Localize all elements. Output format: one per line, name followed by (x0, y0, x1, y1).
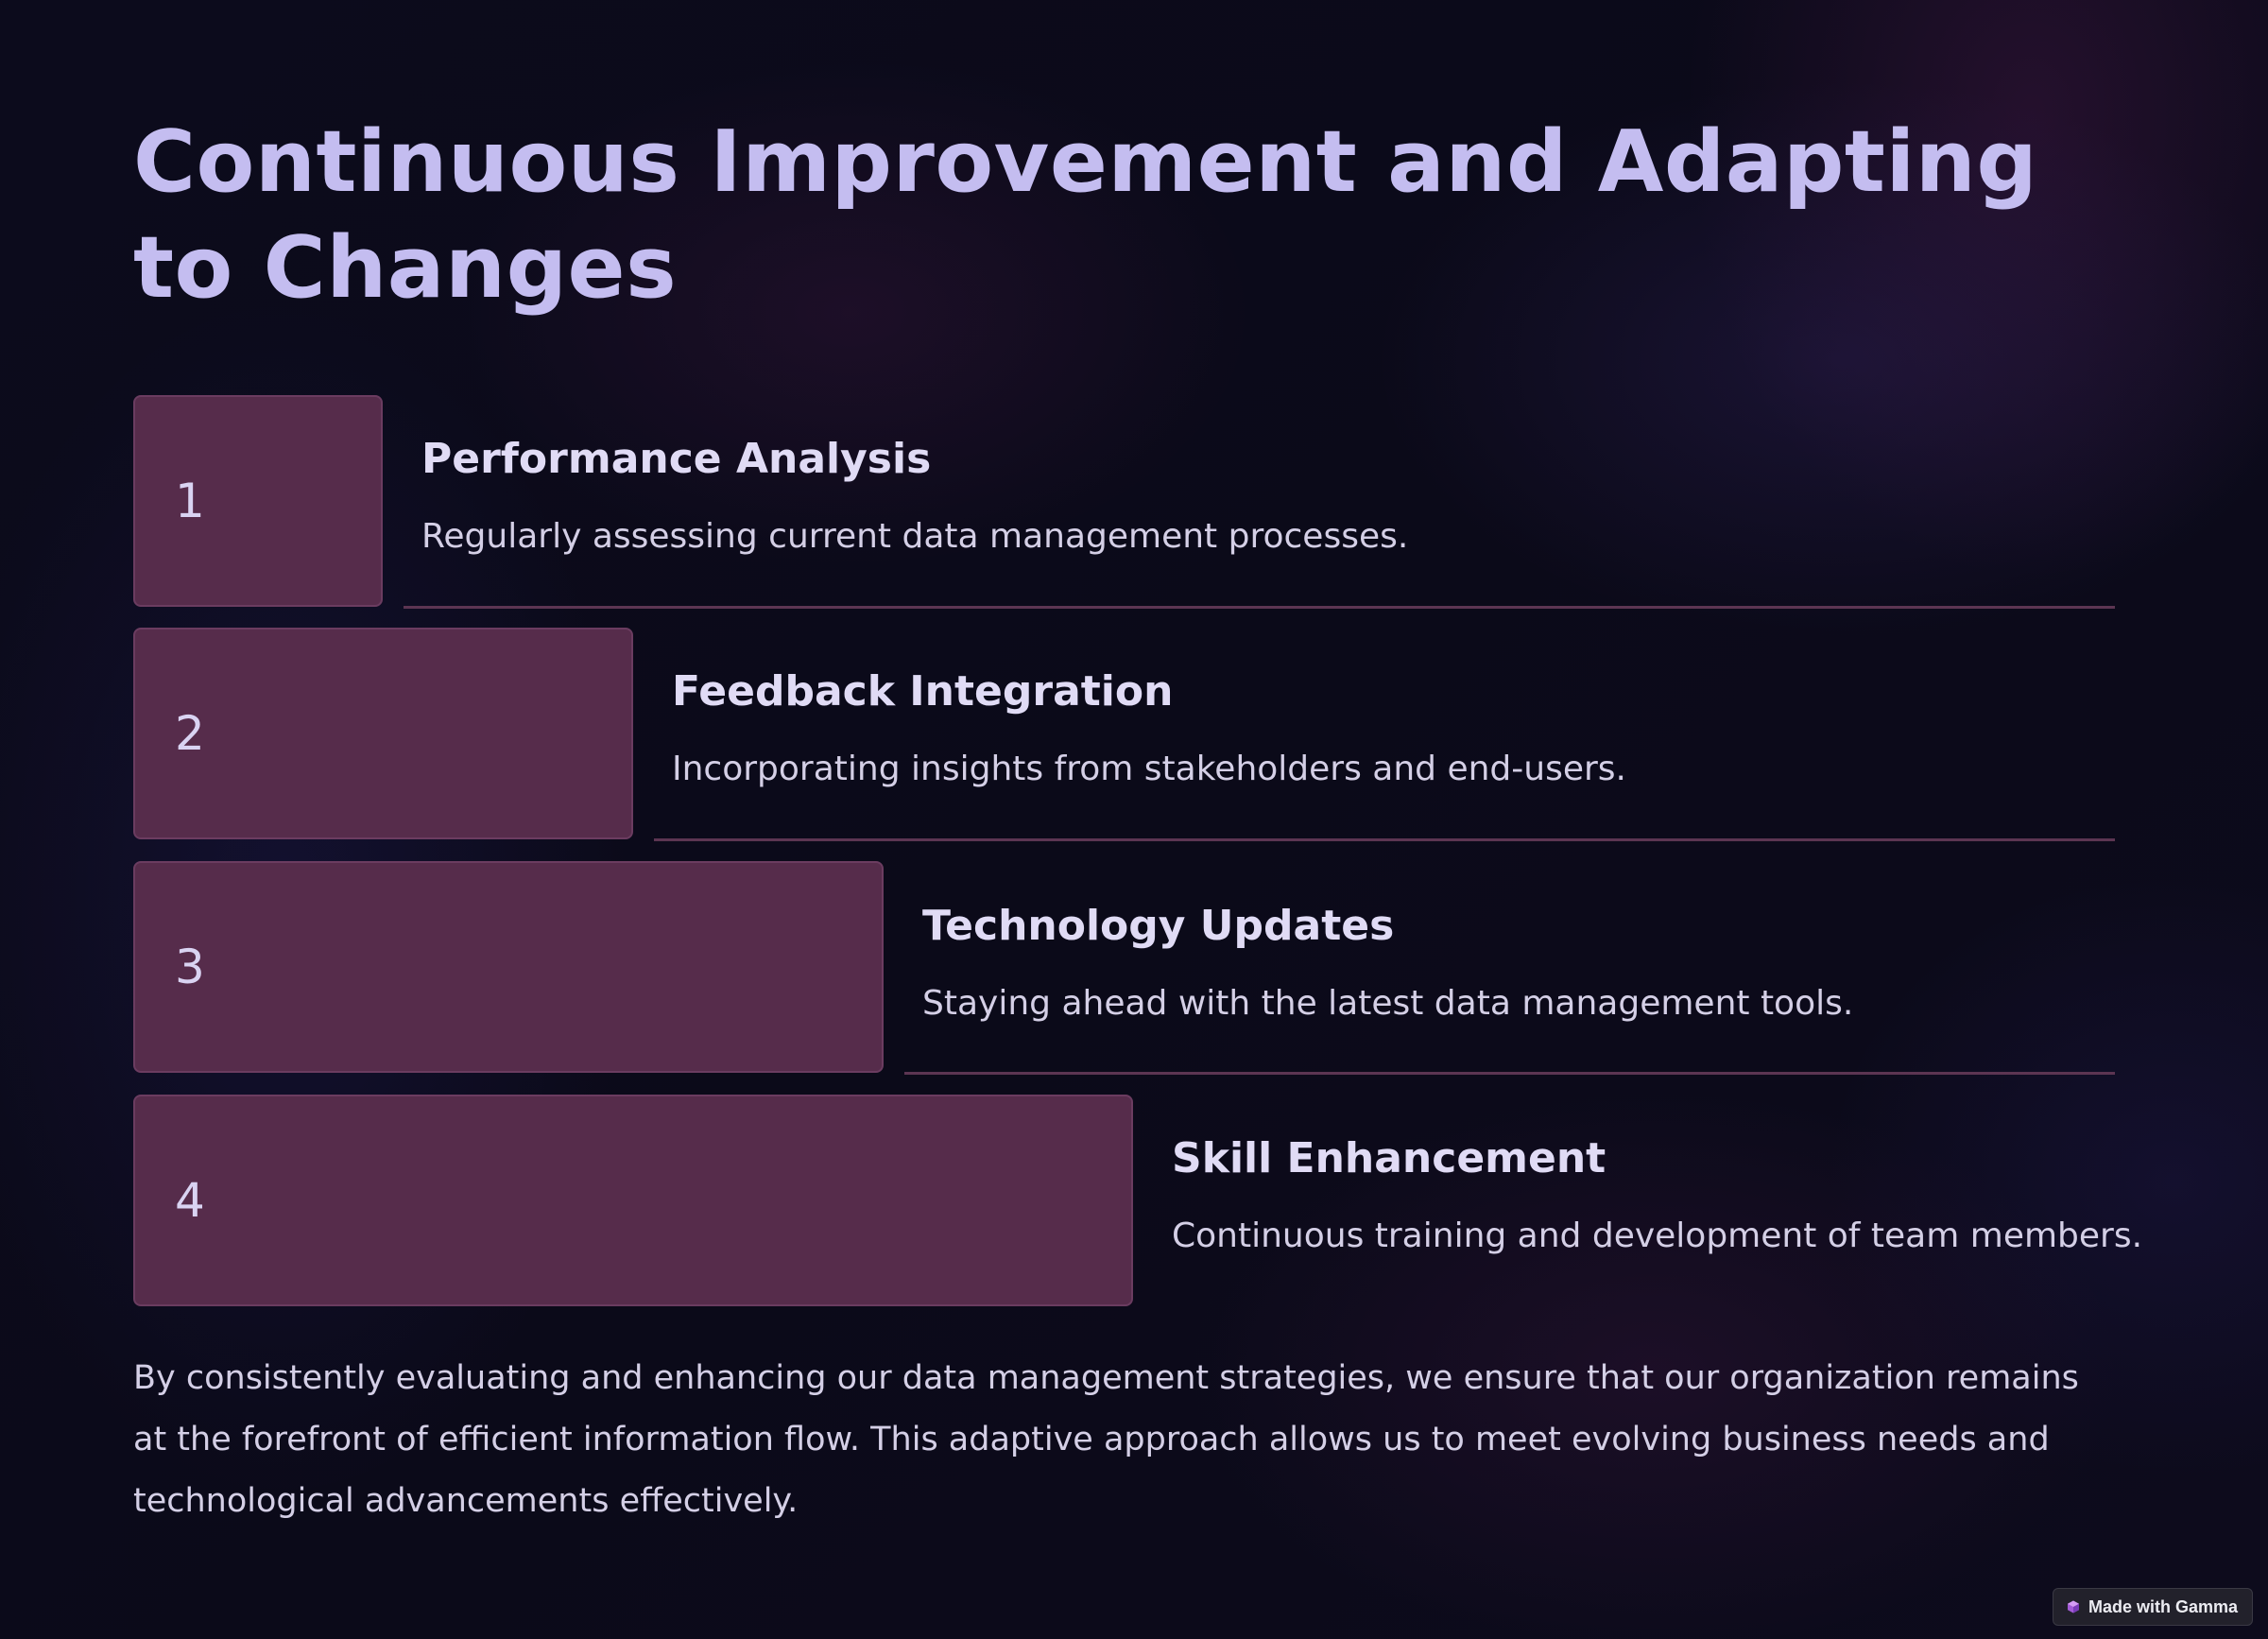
step-3-number-box: 3 (133, 861, 884, 1073)
step-2-title: Feedback Integration (672, 667, 1174, 716)
badge-label: Made with Gamma (2088, 1596, 2239, 1616)
step-2-description: Incorporating insights from stakeholders… (672, 750, 1626, 788)
step-4-number: 4 (175, 1173, 205, 1228)
step-3-description: Staying ahead with the latest data manag… (922, 984, 1854, 1023)
step-3-title: Technology Updates (922, 902, 1395, 950)
step-1-number: 1 (175, 474, 205, 528)
step-2-number-box: 2 (133, 628, 633, 839)
summary-paragraph: By consistently evaluating and enhancing… (133, 1359, 2079, 1520)
step-4-description: Continuous training and development of t… (1172, 1216, 2143, 1255)
gamma-logo-icon (2068, 1600, 2079, 1613)
made-with-gamma-badge[interactable]: Made with Gamma (2053, 1588, 2253, 1626)
step-1-title: Performance Analysis (421, 435, 932, 483)
step-2-divider (654, 838, 2115, 841)
step-2-number: 2 (175, 706, 205, 761)
step-1-divider (404, 606, 2115, 609)
step-4-title: Skill Enhancement (1172, 1134, 1606, 1182)
step-4-number-box: 4 (133, 1095, 1133, 1306)
step-3-divider (904, 1072, 2115, 1075)
step-1-number-box: 1 (133, 395, 383, 607)
step-3-number: 3 (175, 940, 205, 994)
step-1-description: Regularly assessing current data managem… (421, 517, 1409, 556)
page-title: Continuous Improvement and Adapting to C… (133, 112, 2038, 318)
